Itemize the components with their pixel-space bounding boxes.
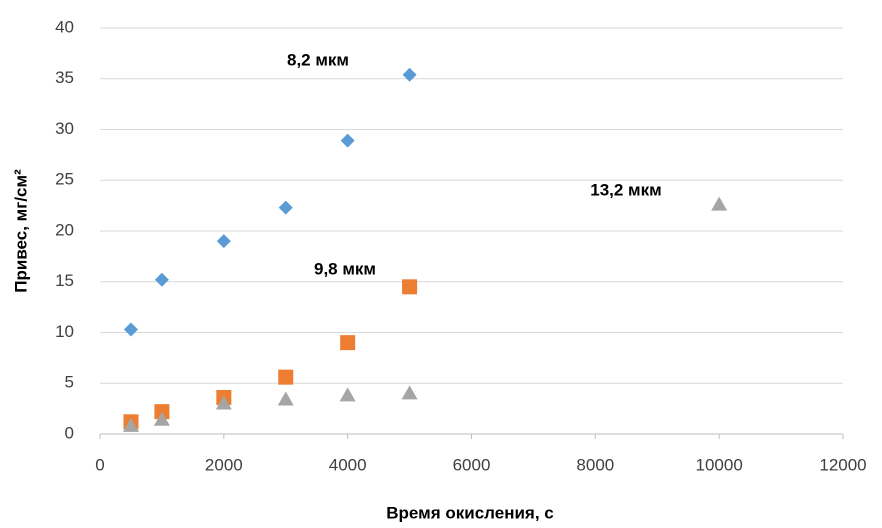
annotation: 9,8 мкм (314, 259, 376, 278)
point (402, 279, 418, 295)
x-tick-label: 4000 (329, 455, 367, 474)
point (340, 133, 355, 148)
x-tick-label: 12000 (819, 455, 866, 474)
x-tick-label: 10000 (696, 455, 743, 474)
point (123, 322, 138, 337)
point (278, 369, 294, 385)
annotation: 8,2 мкм (287, 50, 349, 69)
annotation: 13,2 мкм (590, 180, 661, 199)
x-tick-label: 8000 (576, 455, 614, 474)
y-tick-label: 20 (55, 220, 74, 239)
point (154, 404, 170, 420)
point (154, 272, 169, 287)
y-tick-label: 5 (65, 373, 74, 392)
point (216, 234, 231, 249)
point (215, 395, 232, 410)
point (153, 411, 170, 426)
point (340, 335, 356, 351)
y-tick-label: 10 (55, 322, 74, 341)
point (277, 391, 294, 406)
x-tick-label: 0 (95, 455, 104, 474)
y-tick-label: 15 (55, 271, 74, 290)
y-tick-label: 30 (55, 119, 74, 138)
y-tick-label: 0 (65, 423, 74, 442)
point (711, 196, 728, 211)
point (278, 200, 293, 215)
point (339, 387, 356, 402)
y-axis-title: Привес, мг/см² (11, 169, 30, 293)
y-tick-label: 40 (55, 17, 74, 36)
y-tick-label: 25 (55, 170, 74, 189)
x-tick-label: 2000 (205, 455, 243, 474)
x-tick-label: 6000 (453, 455, 491, 474)
point (402, 67, 417, 82)
point (122, 417, 139, 432)
point (401, 385, 418, 400)
y-tick-label: 35 (55, 68, 74, 87)
x-axis-title: Время окисления, с (386, 503, 553, 522)
